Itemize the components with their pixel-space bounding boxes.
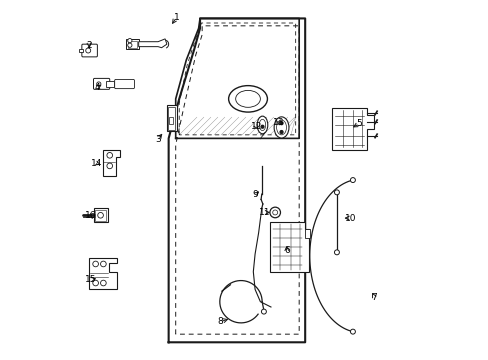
Text: 2: 2 xyxy=(86,41,92,50)
Text: 9: 9 xyxy=(252,190,258,199)
Circle shape xyxy=(107,153,112,158)
Text: 10: 10 xyxy=(344,213,355,222)
Polygon shape xyxy=(305,229,310,238)
Ellipse shape xyxy=(235,90,260,107)
Bar xyxy=(95,210,106,221)
Bar xyxy=(168,107,175,130)
Circle shape xyxy=(107,163,112,169)
Text: 13: 13 xyxy=(272,118,284,127)
Circle shape xyxy=(101,280,106,286)
Polygon shape xyxy=(139,39,166,48)
Bar xyxy=(128,41,137,48)
Ellipse shape xyxy=(276,120,286,135)
Bar xyxy=(126,39,139,49)
Text: 15: 15 xyxy=(85,275,97,284)
Circle shape xyxy=(269,207,280,218)
Text: 11: 11 xyxy=(259,208,270,217)
Polygon shape xyxy=(102,150,120,176)
Ellipse shape xyxy=(257,116,267,134)
Circle shape xyxy=(272,210,277,215)
Text: 6: 6 xyxy=(284,246,289,255)
Text: 14: 14 xyxy=(90,158,102,167)
FancyBboxPatch shape xyxy=(114,80,134,89)
Bar xyxy=(166,105,177,131)
Ellipse shape xyxy=(274,117,288,138)
Circle shape xyxy=(334,190,339,195)
Circle shape xyxy=(334,250,339,255)
Text: 8: 8 xyxy=(217,317,222,326)
Polygon shape xyxy=(269,222,308,272)
Circle shape xyxy=(280,122,283,125)
Polygon shape xyxy=(331,108,373,150)
Polygon shape xyxy=(79,49,83,52)
Text: 4: 4 xyxy=(94,83,100,92)
Circle shape xyxy=(97,82,101,86)
Text: 16: 16 xyxy=(84,211,96,220)
Text: 5: 5 xyxy=(356,119,362,128)
Bar xyxy=(93,208,107,222)
Text: 3: 3 xyxy=(155,135,161,144)
Circle shape xyxy=(350,329,355,334)
Circle shape xyxy=(261,309,266,314)
Polygon shape xyxy=(89,258,117,289)
Circle shape xyxy=(261,125,264,128)
Circle shape xyxy=(98,212,103,218)
Ellipse shape xyxy=(259,119,265,131)
Circle shape xyxy=(93,280,98,286)
FancyBboxPatch shape xyxy=(81,44,97,57)
FancyBboxPatch shape xyxy=(93,78,109,89)
Polygon shape xyxy=(105,81,114,86)
Circle shape xyxy=(101,261,106,267)
Circle shape xyxy=(127,39,132,43)
Circle shape xyxy=(350,177,355,183)
Circle shape xyxy=(85,48,90,53)
Circle shape xyxy=(93,261,98,267)
Text: 7: 7 xyxy=(371,293,376,302)
Polygon shape xyxy=(260,133,264,139)
Ellipse shape xyxy=(228,86,267,112)
Circle shape xyxy=(127,43,132,48)
Circle shape xyxy=(280,131,283,134)
Bar xyxy=(169,117,172,124)
Text: 12: 12 xyxy=(250,122,261,131)
Text: 1: 1 xyxy=(174,13,179,22)
